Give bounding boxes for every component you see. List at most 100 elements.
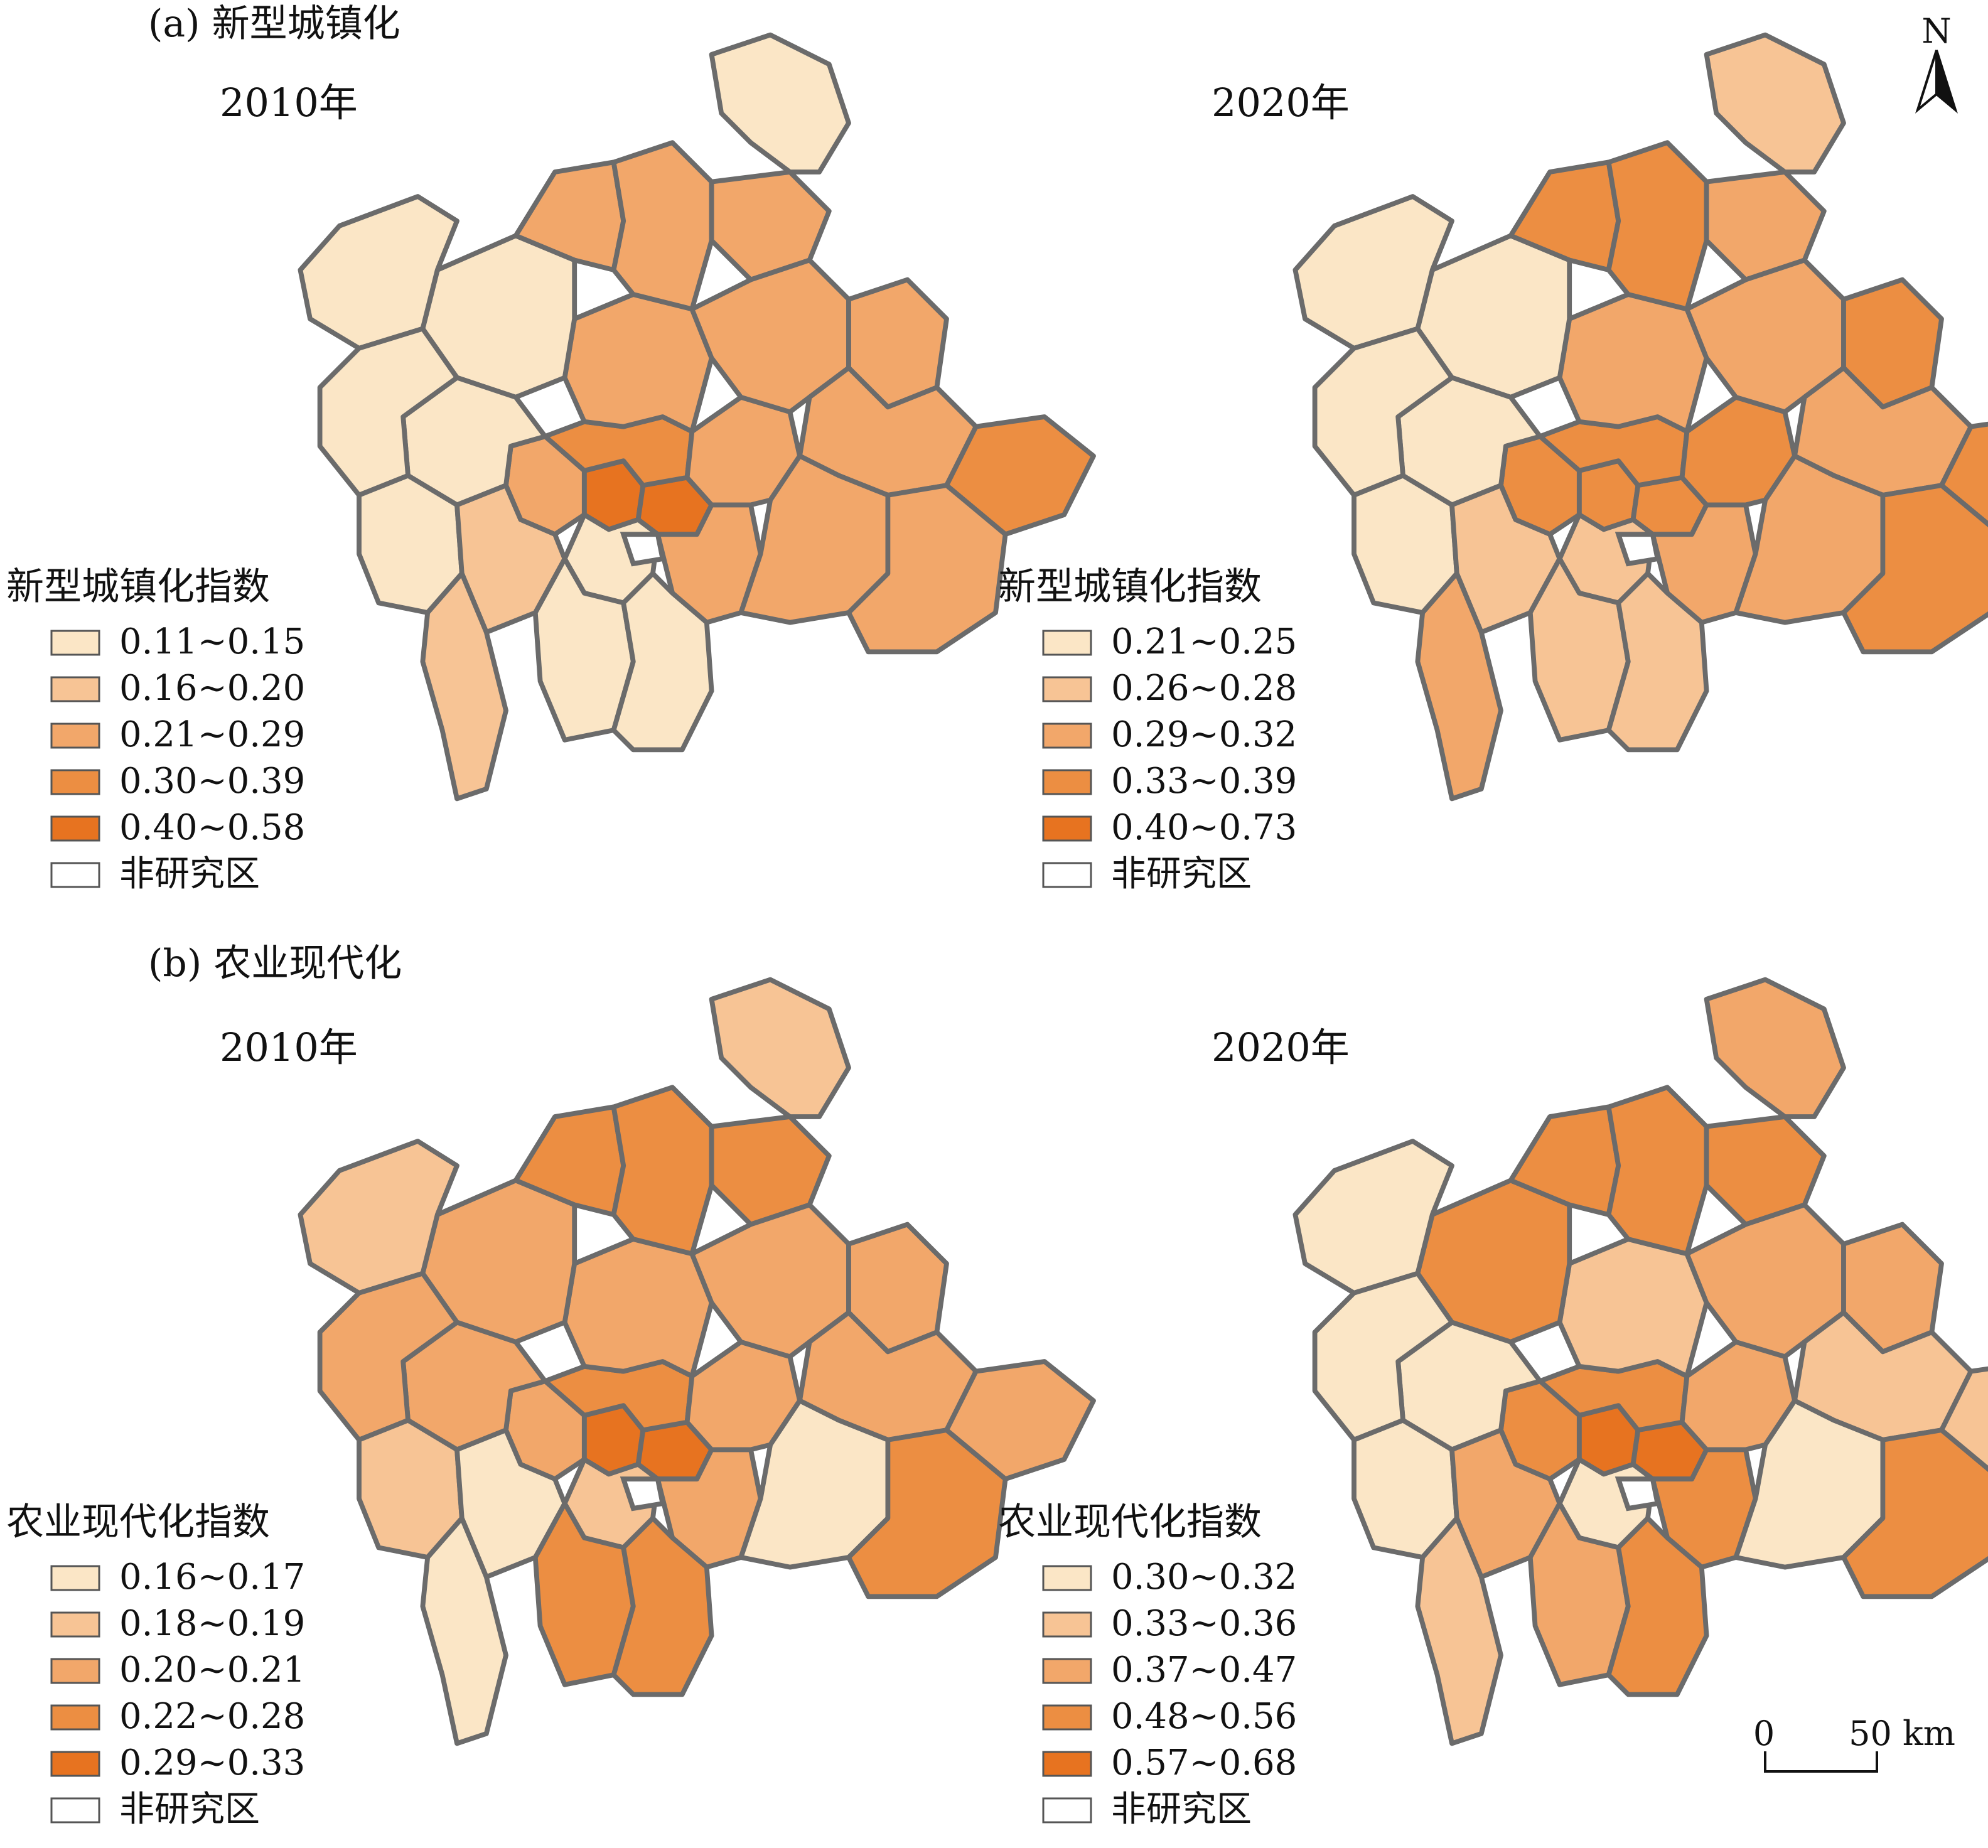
county-region bbox=[420, 571, 508, 802]
legend-swatch bbox=[50, 769, 100, 795]
legend-title: 农业现代化指数 bbox=[998, 1500, 1262, 1544]
legend: 农业现代化指数 0.30~0.32 0.33~0.36 0.37~0.47 0.48~0… bbox=[998, 1500, 1297, 1830]
legend-swatch bbox=[1042, 1704, 1092, 1731]
legend-label: 0.33~0.39 bbox=[1111, 761, 1297, 802]
year-label: 2010年 bbox=[220, 80, 358, 126]
map-regions bbox=[1292, 977, 1988, 1746]
legend-swatch bbox=[50, 815, 100, 842]
legend-swatch bbox=[1042, 1751, 1092, 1777]
scale-bar-zero: 0 bbox=[1753, 1714, 1775, 1753]
legend-label: 0.26~0.28 bbox=[1111, 668, 1297, 709]
legend-label: 0.40~0.73 bbox=[1111, 807, 1297, 848]
legend-label: 0.11~0.15 bbox=[119, 621, 305, 662]
year-label: 2020年 bbox=[1212, 1024, 1350, 1070]
county-region bbox=[689, 1202, 851, 1360]
scale-bar: 0 50 km bbox=[1753, 1714, 1955, 1773]
legend-title: 农业现代化指数 bbox=[6, 1500, 270, 1544]
legend-label: 0.30~0.39 bbox=[119, 761, 305, 802]
county-region bbox=[611, 571, 714, 753]
legend-swatch bbox=[1042, 769, 1092, 795]
county-region bbox=[611, 1085, 714, 1257]
county-region bbox=[1841, 1427, 1988, 1599]
legend-label: 0.29~0.32 bbox=[1111, 714, 1297, 755]
legend-label: 0.22~0.28 bbox=[119, 1696, 305, 1737]
legend-swatch bbox=[50, 723, 100, 749]
county-region bbox=[562, 1237, 714, 1379]
north-arrow-icon: N bbox=[1915, 11, 1958, 114]
legend-label: 0.57~0.68 bbox=[1111, 1743, 1297, 1783]
legend-swatch bbox=[50, 1797, 100, 1824]
county-region bbox=[562, 292, 714, 434]
legend-swatch bbox=[1042, 723, 1092, 749]
county-region bbox=[1684, 1202, 1846, 1360]
county-region bbox=[1841, 483, 1988, 655]
county-region bbox=[1606, 1515, 1709, 1697]
panel-title-a: (a) 新型城镇化 bbox=[148, 2, 400, 46]
legend-swatch bbox=[50, 1565, 100, 1591]
legend: 新型城镇化指数 0.21~0.25 0.26~0.28 0.29~0.32 0.33~0… bbox=[998, 565, 1297, 894]
panel-title-b: (b) 农业现代化 bbox=[148, 942, 402, 986]
map-panel-a-2010: (a) 新型城镇化 2010年 新型城镇化指数 0.11~0.15 0.16~0.2… bbox=[6, 2, 1096, 894]
legend-label: 0.21~0.29 bbox=[119, 714, 305, 755]
legend-label: 0.20~0.21 bbox=[119, 1650, 305, 1690]
map-regions bbox=[298, 32, 1096, 802]
map-regions bbox=[298, 977, 1096, 1746]
county-region bbox=[1684, 257, 1846, 415]
map-panel-b-2010: (b) 农业现代化 2010年 农业现代化指数 0.16~0.17 0.18~0.1… bbox=[6, 942, 1096, 1830]
county-region bbox=[1606, 571, 1709, 753]
legend-label: 0.18~0.19 bbox=[119, 1603, 305, 1644]
legend-label: 0.48~0.56 bbox=[1111, 1696, 1297, 1737]
legend-label: 0.21~0.25 bbox=[1111, 621, 1297, 662]
legend-swatch bbox=[1042, 1611, 1092, 1638]
legend-label: 0.29~0.33 bbox=[119, 1743, 305, 1783]
county-region bbox=[709, 977, 851, 1119]
legend-swatch bbox=[50, 676, 100, 702]
legend-swatch bbox=[50, 1658, 100, 1684]
county-region bbox=[1606, 140, 1709, 312]
legend-swatch bbox=[1042, 630, 1092, 656]
legend-swatch bbox=[1042, 676, 1092, 702]
county-region bbox=[1415, 571, 1503, 802]
year-label: 2010年 bbox=[220, 1024, 358, 1070]
county-region bbox=[1415, 1515, 1503, 1746]
legend-swatch bbox=[1042, 862, 1092, 888]
legend-swatch bbox=[50, 1751, 100, 1777]
legend-title: 新型城镇化指数 bbox=[6, 565, 270, 609]
legend-title: 新型城镇化指数 bbox=[998, 565, 1262, 609]
county-region bbox=[420, 1515, 508, 1746]
legend-label: 非研究区 bbox=[119, 854, 260, 894]
scale-bar-label: 50 km bbox=[1849, 1714, 1955, 1753]
legend-swatch bbox=[50, 1704, 100, 1731]
legend-swatch bbox=[50, 630, 100, 656]
county-region bbox=[846, 1427, 1008, 1599]
non-study-area bbox=[620, 532, 666, 567]
legend-label: 0.16~0.20 bbox=[119, 668, 305, 709]
legend-swatch bbox=[1042, 1797, 1092, 1824]
legend-label: 0.33~0.36 bbox=[1111, 1603, 1297, 1644]
legend-swatch bbox=[50, 1611, 100, 1638]
north-label: N bbox=[1921, 11, 1951, 51]
county-region bbox=[1606, 1085, 1709, 1257]
map-panel-b-2020: 2020年 农业现代化指数 0.30~0.32 0.33~0.36 0.37~0.47… bbox=[998, 977, 1988, 1830]
county-region bbox=[846, 483, 1008, 655]
county-region bbox=[611, 1515, 714, 1697]
legend-label: 0.16~0.17 bbox=[119, 1557, 305, 1598]
map-panel-a-2020: 2020年 新型城镇化指数 0.21~0.25 0.26~0.28 0.29~0.32… bbox=[998, 32, 1988, 894]
county-region bbox=[1704, 977, 1846, 1119]
legend: 新型城镇化指数 0.11~0.15 0.16~0.20 0.21~0.29 0.30~0… bbox=[6, 565, 305, 894]
county-region bbox=[689, 257, 851, 415]
legend-swatch bbox=[1042, 1658, 1092, 1684]
non-study-area bbox=[1615, 532, 1661, 567]
non-study-area bbox=[620, 1476, 666, 1512]
legend-label: 0.37~0.47 bbox=[1111, 1650, 1297, 1690]
county-region bbox=[1557, 1237, 1709, 1379]
legend-label: 非研究区 bbox=[1111, 854, 1252, 894]
non-study-area bbox=[1615, 1476, 1661, 1512]
county-region bbox=[1704, 32, 1846, 175]
legend: 农业现代化指数 0.16~0.17 0.18~0.19 0.20~0.21 0.22~0… bbox=[6, 1500, 305, 1830]
legend-swatch bbox=[1042, 1565, 1092, 1591]
map-regions bbox=[1292, 32, 1988, 802]
legend-label: 非研究区 bbox=[119, 1789, 260, 1830]
legend-label: 非研究区 bbox=[1111, 1789, 1252, 1830]
